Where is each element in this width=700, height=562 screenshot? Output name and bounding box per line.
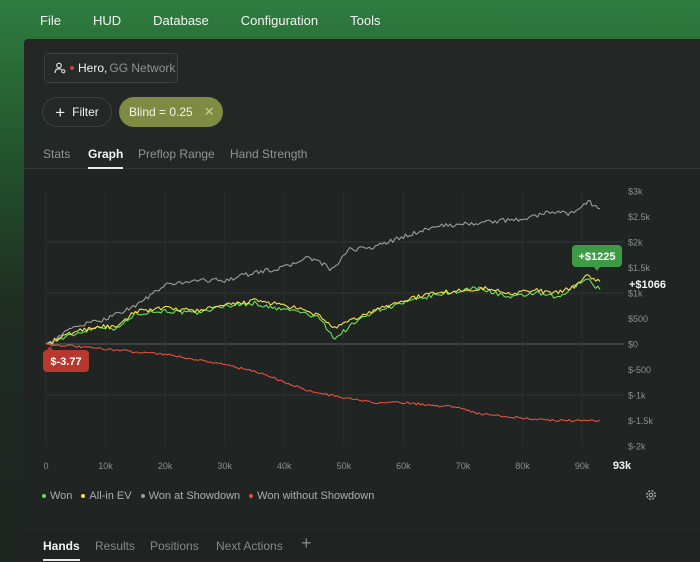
badge-allin-ev [572, 245, 622, 267]
player-name: Hero [78, 61, 105, 75]
player-network: GG Network [109, 61, 176, 75]
bottom-tabs: Hands Results Positions Next Actions + [24, 530, 700, 562]
profit-graph: 0 10k 20k 30k 40k 50k 60k 70k 80k 90k 93k $3k $2.5k… [43, 187, 666, 472]
close-icon[interactable]: ✕ [203, 104, 215, 119]
legend-label-won: Won [50, 490, 73, 502]
x-tick-label: 90k [575, 461, 590, 471]
x-tick-label: 70k [456, 461, 471, 471]
tab-hand-strength[interactable]: Hand Strength [230, 147, 308, 161]
player-separator: , [104, 61, 108, 75]
legend-dot-showdown [140, 494, 145, 498]
x-tick-label: 0 [43, 461, 48, 471]
x-tick-label: 10k [98, 461, 113, 471]
y-tick-label: $500 [628, 314, 648, 324]
tab-next-actions[interactable]: Next Actions [216, 539, 283, 553]
tab-preflop-range[interactable]: Preflop Range [138, 147, 215, 161]
y-tick-label: $-1k [628, 391, 646, 401]
legend-no-showdown[interactable]: Won without Showdown [249, 490, 374, 502]
legend-label-showdown: Won at Showdown [148, 490, 241, 502]
blind-filter-chip[interactable]: Blind = 0.25 ✕ [119, 97, 223, 127]
filter-button[interactable]: + Filter [42, 97, 112, 127]
legend: Won All-in EV Won at Showdown Won withou… [42, 490, 383, 502]
plus-icon: + [55, 102, 66, 122]
y-tick-label: $1.5k [628, 263, 651, 273]
y-tick-label: $-1.5k [628, 416, 654, 426]
annotations: +$1225 +$1066 $-3.77 [43, 245, 666, 372]
tab-stats[interactable]: Stats [43, 147, 71, 161]
series-line-won [45, 278, 601, 345]
y-tick-label: $-2k [628, 442, 646, 452]
blind-filter-label: Blind = 0.25 [129, 105, 193, 119]
badge-no-showdown-label: $-3.77 [50, 356, 81, 368]
y-tick-label: $0 [628, 340, 638, 350]
legend-label-no-showdown: Won without Showdown [257, 490, 375, 502]
add-tab-icon[interactable]: + [301, 533, 312, 553]
menu-bar: File HUD Database Configuration Tools [0, 0, 700, 40]
series-line-won-without-showdown [45, 343, 601, 423]
status-dot [70, 66, 74, 70]
y-tick-labels: $3k $2.5k $2k $1.5k $1k $500 $0 $-500 $-1k $-1.5k… [628, 187, 654, 452]
legend-dot-allin-ev [81, 494, 86, 498]
badge-no-showdown [43, 350, 89, 372]
main-panel: Hero, GG Network + Filter Blind = 0.25 ✕… [24, 39, 700, 562]
user-settings-icon [54, 62, 66, 74]
gear-icon[interactable] [644, 488, 658, 502]
x-tick-label: 40k [277, 461, 292, 471]
menu-configuration[interactable]: Configuration [240, 12, 319, 28]
badge-allin-ev-label: +$1225 [578, 251, 615, 263]
graph-area: 0 10k 20k 30k 40k 50k 60k 70k 80k 90k 93k $3k $2.5k… [24, 169, 700, 529]
y-tick-label: $-500 [628, 365, 651, 375]
menu-database[interactable]: Database [153, 12, 209, 28]
filter-label: Filter [72, 105, 99, 119]
tab-positions[interactable]: Positions [150, 539, 199, 553]
legend-showdown[interactable]: Won at Showdown [140, 490, 241, 502]
analysis-tabs: Stats Graph Preflop Range Hand Strength [24, 143, 700, 169]
legend-won[interactable]: Won [42, 490, 72, 502]
legend-allin-ev[interactable]: All-in EV [81, 490, 132, 502]
series-line-all-in-ev [45, 274, 601, 345]
x-tick-labels: 0 10k 20k 30k 40k 50k 60k 70k 80k 90k 93k [43, 460, 632, 472]
label-won-final: +$1066 [629, 279, 666, 291]
series-line-won-at-showdown [45, 199, 601, 345]
x-tick-label: 50k [337, 461, 352, 471]
series-lines [45, 199, 601, 423]
x-tick-label: 30k [217, 461, 232, 471]
x-tick-label: 60k [396, 461, 411, 471]
badge-no-showdown-pointer [47, 346, 53, 350]
y-tick-label: $2k [628, 238, 643, 248]
legend-dot-won [42, 494, 46, 498]
legend-label-allin-ev: All-in EV [89, 490, 132, 502]
menu-tools[interactable]: Tools [350, 12, 381, 28]
badge-allin-ev-pointer [594, 267, 600, 271]
menu-file[interactable]: File [40, 12, 61, 28]
grid-lines [45, 191, 624, 446]
x-end-label: 93k [613, 460, 632, 472]
player-selector[interactable]: Hero, GG Network [44, 53, 178, 83]
tab-graph[interactable]: Graph [88, 147, 124, 169]
y-tick-label: $1k [628, 289, 643, 299]
tab-hands[interactable]: Hands [43, 539, 80, 561]
y-tick-label: $2.5k [628, 212, 651, 222]
menu-hud[interactable]: HUD [92, 12, 122, 28]
legend-dot-no-showdown [249, 494, 254, 498]
x-tick-label: 20k [158, 461, 173, 471]
y-tick-label: $3k [628, 187, 643, 197]
x-tick-label: 80k [515, 461, 530, 471]
tab-results[interactable]: Results [95, 539, 136, 553]
